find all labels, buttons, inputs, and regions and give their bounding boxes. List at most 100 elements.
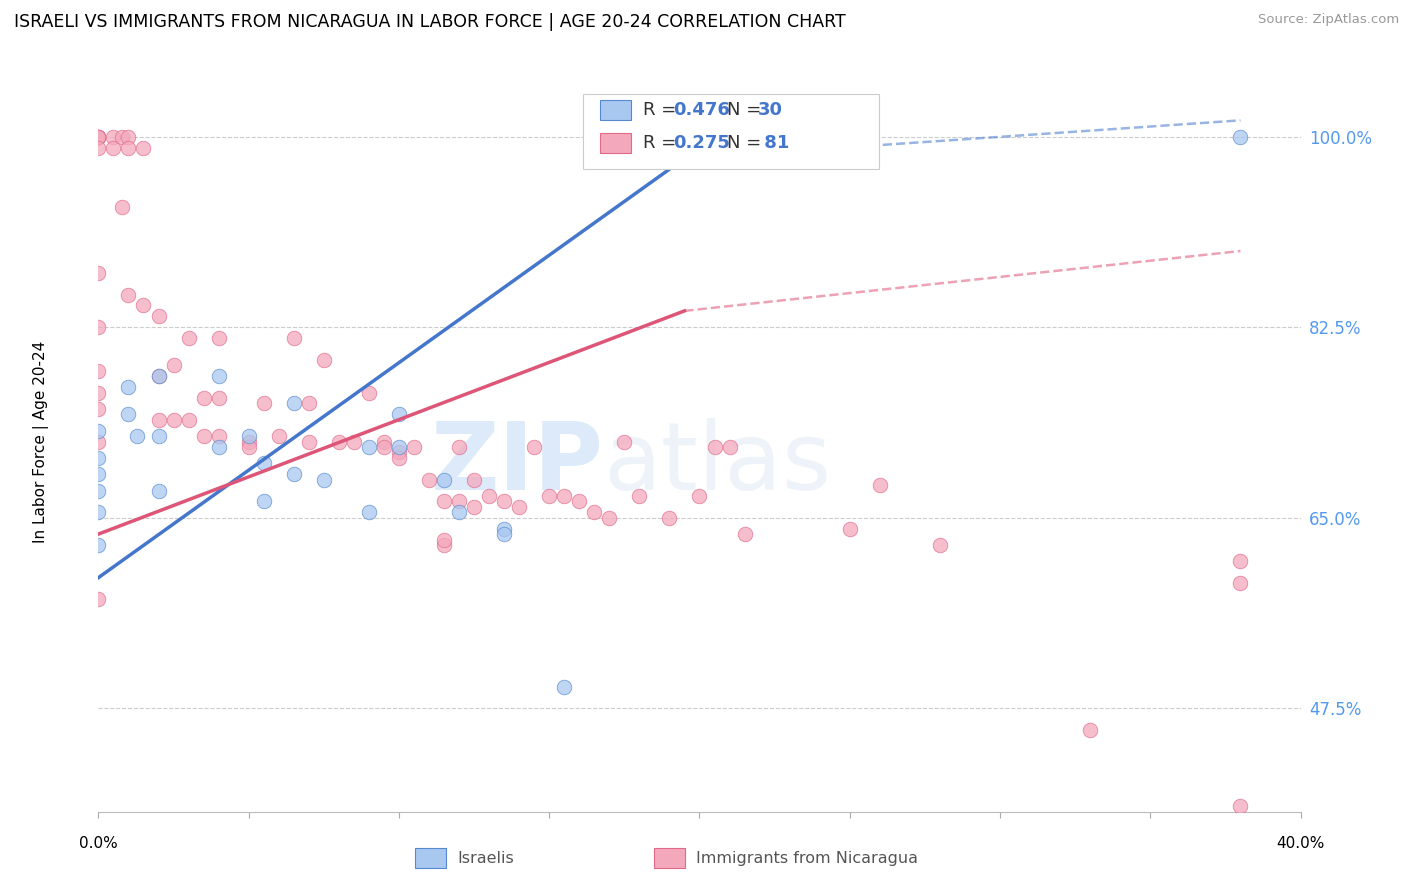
Point bbox=[87, 467, 110, 482]
Point bbox=[494, 527, 516, 541]
Point bbox=[1229, 129, 1251, 144]
Point bbox=[447, 494, 470, 508]
Point bbox=[87, 483, 110, 498]
Point bbox=[283, 396, 305, 410]
Text: N =: N = bbox=[727, 134, 766, 152]
Point bbox=[117, 140, 139, 154]
Point bbox=[433, 473, 456, 487]
Point bbox=[127, 429, 149, 443]
Point bbox=[208, 331, 231, 345]
Point bbox=[538, 489, 561, 503]
Point bbox=[87, 385, 110, 400]
Point bbox=[433, 494, 456, 508]
Point bbox=[312, 473, 335, 487]
Point bbox=[433, 538, 456, 552]
Text: 30: 30 bbox=[758, 101, 783, 119]
Text: R =: R = bbox=[643, 101, 682, 119]
Point bbox=[283, 467, 305, 482]
Point bbox=[87, 129, 110, 144]
Point bbox=[87, 450, 110, 465]
Point bbox=[208, 440, 231, 454]
Point bbox=[298, 434, 321, 449]
Point bbox=[148, 483, 170, 498]
Text: Israelis: Israelis bbox=[457, 851, 513, 865]
Text: R =: R = bbox=[643, 134, 682, 152]
Point bbox=[388, 445, 411, 459]
Text: atlas: atlas bbox=[603, 417, 831, 509]
Point bbox=[463, 473, 485, 487]
Point bbox=[402, 440, 425, 454]
Point bbox=[718, 440, 741, 454]
Point bbox=[132, 140, 155, 154]
Point bbox=[208, 429, 231, 443]
Point bbox=[628, 489, 651, 503]
Point bbox=[583, 505, 606, 519]
Point bbox=[568, 494, 591, 508]
Point bbox=[613, 434, 636, 449]
Point bbox=[447, 505, 470, 519]
Point bbox=[117, 129, 139, 144]
Point bbox=[177, 413, 200, 427]
Point bbox=[208, 391, 231, 405]
Point bbox=[357, 505, 380, 519]
Point bbox=[117, 407, 139, 421]
Text: Source: ZipAtlas.com: Source: ZipAtlas.com bbox=[1258, 13, 1399, 27]
Point bbox=[162, 359, 184, 373]
Point bbox=[87, 424, 110, 438]
Point bbox=[87, 129, 110, 144]
Point bbox=[103, 129, 125, 144]
Point bbox=[689, 489, 711, 503]
Point bbox=[1229, 576, 1251, 591]
Point bbox=[177, 331, 200, 345]
Point bbox=[869, 478, 891, 492]
Point bbox=[87, 505, 110, 519]
Text: ISRAELI VS IMMIGRANTS FROM NICARAGUA IN LABOR FORCE | AGE 20-24 CORRELATION CHAR: ISRAELI VS IMMIGRANTS FROM NICARAGUA IN … bbox=[14, 13, 846, 31]
Point bbox=[103, 140, 125, 154]
Point bbox=[929, 538, 952, 552]
Point bbox=[1229, 554, 1251, 568]
Point bbox=[148, 310, 170, 324]
Text: 81: 81 bbox=[758, 134, 789, 152]
Point bbox=[658, 510, 681, 524]
Point bbox=[87, 140, 110, 154]
Point bbox=[598, 510, 620, 524]
Point bbox=[111, 201, 134, 215]
Point bbox=[508, 500, 530, 514]
Point bbox=[87, 434, 110, 449]
Point bbox=[253, 494, 276, 508]
Point bbox=[357, 440, 380, 454]
Point bbox=[148, 429, 170, 443]
Point bbox=[87, 129, 110, 144]
Point bbox=[388, 450, 411, 465]
Point bbox=[553, 680, 575, 694]
Point bbox=[87, 129, 110, 144]
Text: 0.0%: 0.0% bbox=[79, 836, 118, 851]
Point bbox=[87, 320, 110, 334]
Text: Immigrants from Nicaragua: Immigrants from Nicaragua bbox=[696, 851, 918, 865]
Point bbox=[117, 287, 139, 301]
Point bbox=[418, 473, 440, 487]
Point bbox=[523, 440, 546, 454]
Point bbox=[148, 369, 170, 384]
Point bbox=[208, 369, 231, 384]
Point bbox=[388, 407, 411, 421]
Point bbox=[193, 429, 215, 443]
Point bbox=[553, 489, 575, 503]
Point bbox=[312, 352, 335, 367]
Point bbox=[734, 527, 756, 541]
Point bbox=[87, 129, 110, 144]
Text: In Labor Force | Age 20-24: In Labor Force | Age 20-24 bbox=[32, 341, 49, 542]
Point bbox=[117, 380, 139, 394]
Point bbox=[1229, 799, 1251, 814]
Point bbox=[87, 401, 110, 416]
Text: N =: N = bbox=[727, 101, 766, 119]
Point bbox=[87, 266, 110, 280]
Point bbox=[838, 522, 860, 536]
Point bbox=[478, 489, 501, 503]
Point bbox=[238, 429, 260, 443]
Point bbox=[87, 592, 110, 607]
Point bbox=[87, 364, 110, 378]
Text: 0.275: 0.275 bbox=[673, 134, 730, 152]
Point bbox=[267, 429, 290, 443]
Point bbox=[298, 396, 321, 410]
